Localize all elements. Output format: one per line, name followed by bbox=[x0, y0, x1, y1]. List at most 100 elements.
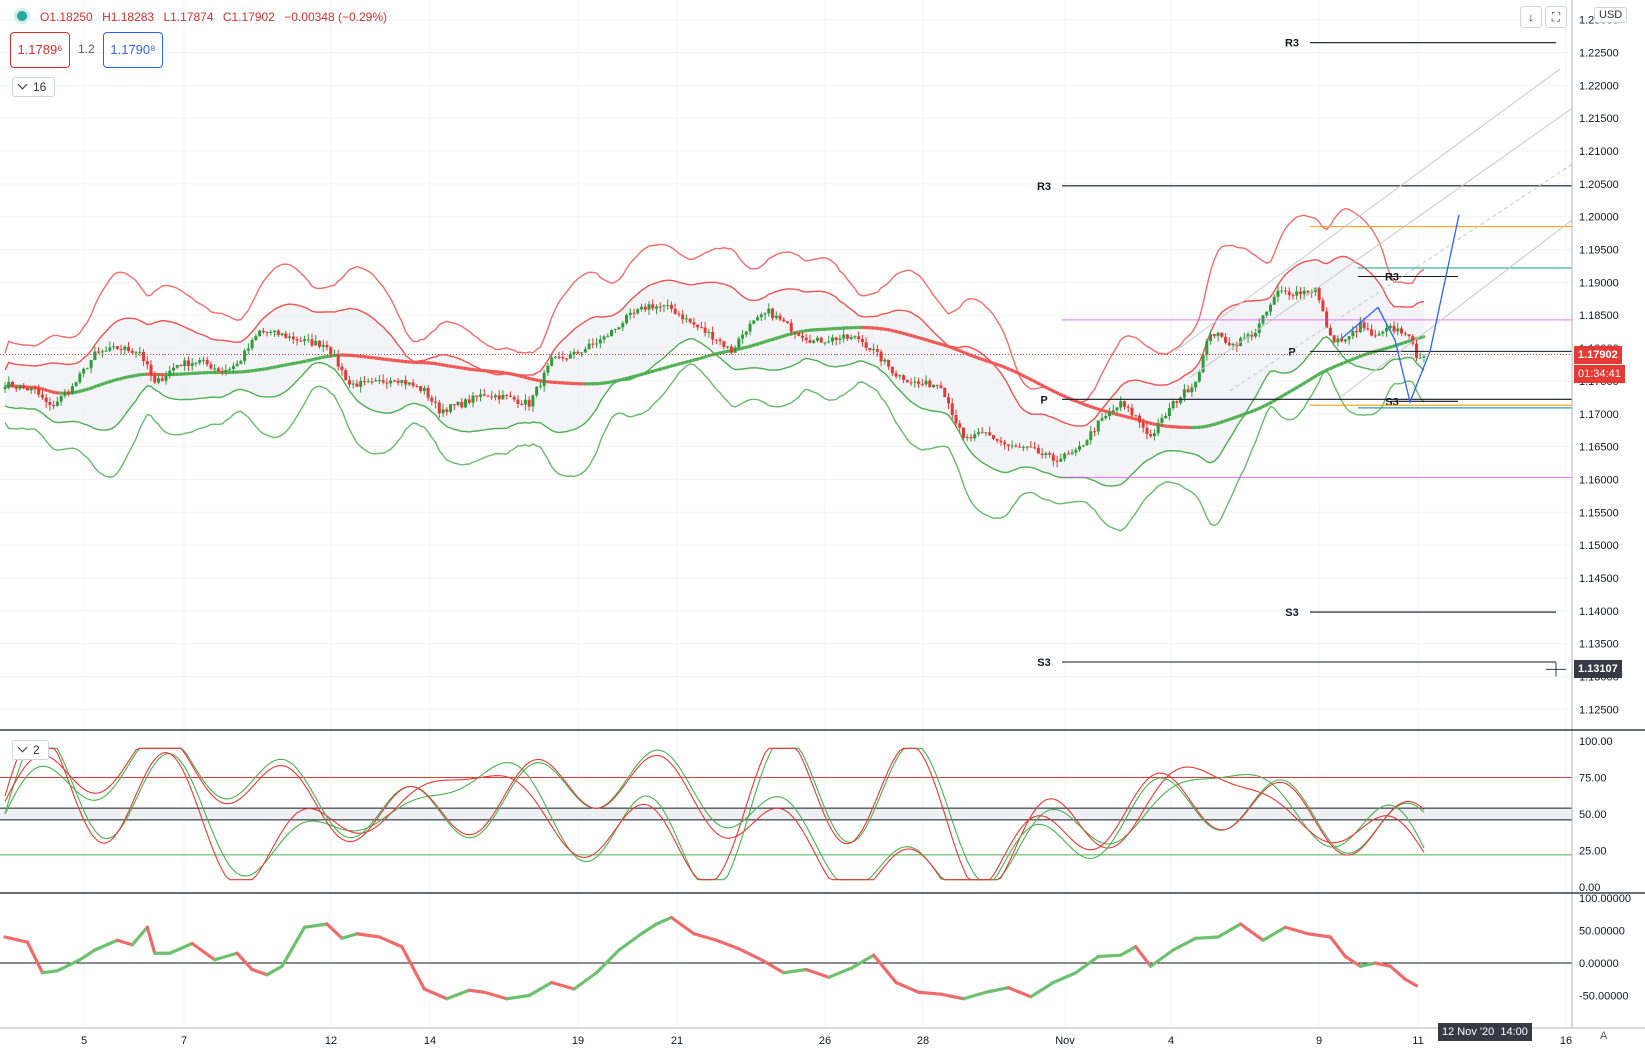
candle-body bbox=[546, 366, 549, 373]
candle-body bbox=[711, 332, 714, 339]
price-tick-label: 1.15000 bbox=[1579, 540, 1619, 552]
time-tick-label: 28 bbox=[917, 1035, 929, 1047]
candle-body bbox=[33, 388, 36, 389]
candle-body bbox=[895, 373, 898, 376]
oscillator-segment bbox=[80, 950, 95, 960]
price-pane: R3R3R3PP S3S3S3 bbox=[0, 38, 1572, 669]
stoch-tick-label: 100.00 bbox=[1579, 736, 1613, 748]
candle-body bbox=[183, 360, 186, 366]
candle-body bbox=[374, 380, 377, 381]
oscillator-segment bbox=[1263, 927, 1285, 940]
candle-body bbox=[584, 349, 587, 352]
stoch-tick-label: 75.00 bbox=[1579, 773, 1607, 785]
price-tick-label: 1.13500 bbox=[1579, 639, 1619, 651]
candle-body bbox=[198, 360, 201, 363]
candle-body bbox=[846, 335, 849, 339]
maximize-button[interactable]: ⛶ bbox=[1545, 6, 1567, 28]
candle-body bbox=[823, 343, 826, 344]
candle-body bbox=[812, 341, 815, 343]
candle-body bbox=[18, 386, 21, 389]
candle-body bbox=[90, 360, 93, 368]
candle-body bbox=[37, 389, 40, 395]
buy-button[interactable]: 1.1790⁸ bbox=[103, 32, 163, 68]
candle-body bbox=[15, 387, 18, 388]
sell-button[interactable]: 1.1789⁶ bbox=[10, 32, 70, 68]
candle-body bbox=[1059, 459, 1062, 462]
candle-body bbox=[1033, 447, 1036, 448]
oscillator-segment bbox=[447, 990, 469, 998]
candle-body bbox=[221, 371, 224, 372]
time-tick-label: 14 bbox=[424, 1035, 436, 1047]
scroll-down-button[interactable]: ↓ bbox=[1520, 6, 1542, 28]
candle-body bbox=[1123, 401, 1126, 407]
time-tick-label: 9 bbox=[1316, 1035, 1322, 1047]
candle-body bbox=[1224, 337, 1227, 343]
candle-body bbox=[1288, 292, 1291, 296]
stoch-tick-label: 25.00 bbox=[1579, 846, 1607, 858]
candle-body bbox=[191, 363, 194, 366]
oscillator-segment bbox=[1196, 937, 1218, 938]
candle-body bbox=[790, 323, 793, 332]
candle-body bbox=[550, 358, 553, 366]
price-tick-label: 1.22500 bbox=[1579, 48, 1619, 60]
candle-body bbox=[1306, 291, 1309, 293]
candle-body bbox=[1160, 418, 1163, 423]
candle-body bbox=[509, 396, 512, 397]
candle-body bbox=[681, 315, 684, 320]
candle-body bbox=[1026, 447, 1029, 448]
candle-body bbox=[719, 340, 722, 342]
candle-body bbox=[936, 385, 939, 386]
candle-body bbox=[453, 404, 456, 405]
candle-body bbox=[1209, 334, 1212, 341]
candle-body bbox=[325, 345, 328, 347]
candle-body bbox=[427, 388, 430, 398]
pane2-collapse-button[interactable]: 2 bbox=[12, 740, 49, 760]
oscillator-segment bbox=[671, 918, 693, 934]
candle-body bbox=[438, 403, 441, 414]
market-status-icon bbox=[14, 8, 30, 24]
candle-body bbox=[707, 332, 710, 333]
candle-body bbox=[408, 382, 411, 384]
candle-body bbox=[1014, 446, 1017, 447]
candle-body bbox=[209, 364, 212, 368]
indicators-collapse-button[interactable]: 16 bbox=[12, 77, 55, 97]
candle-body bbox=[355, 384, 358, 387]
candle-body bbox=[857, 336, 860, 339]
oscillator-segment bbox=[761, 960, 783, 973]
candle-body bbox=[194, 363, 197, 364]
candle-body bbox=[370, 381, 373, 382]
candle-body bbox=[1078, 446, 1081, 450]
candle-body bbox=[232, 366, 235, 369]
candle-body bbox=[966, 437, 969, 438]
candle-body bbox=[75, 382, 78, 386]
candle-body bbox=[913, 382, 916, 383]
candle-body bbox=[958, 423, 961, 427]
oscillator-segment bbox=[117, 940, 132, 945]
close-value: C1.17902 bbox=[223, 10, 275, 24]
candle-body bbox=[1089, 431, 1092, 440]
oscillator-segment bbox=[252, 970, 267, 975]
candle-body bbox=[947, 397, 950, 403]
candle-body bbox=[940, 386, 943, 388]
currency-label[interactable]: USD bbox=[1594, 7, 1627, 23]
candle-body bbox=[1303, 291, 1306, 294]
candle-body bbox=[797, 333, 800, 336]
candle-body bbox=[928, 381, 931, 388]
candle-body bbox=[7, 382, 10, 388]
oscillator-segment bbox=[132, 927, 147, 945]
candle-body bbox=[1145, 428, 1148, 434]
candle-body bbox=[131, 351, 134, 353]
crosshair-time: 14:00 bbox=[1500, 1026, 1528, 1038]
candle-body bbox=[1400, 328, 1403, 333]
price-tick-label: 1.19000 bbox=[1579, 277, 1619, 289]
candle-body bbox=[63, 393, 66, 396]
oscillator-segment bbox=[1390, 966, 1405, 979]
candle-body bbox=[266, 332, 269, 333]
ohlc-legend: O1.18250 H1.18283 L1.17874 C1.17902 −0.0… bbox=[14, 8, 393, 24]
candle-body bbox=[603, 337, 606, 340]
oscillator-segment bbox=[305, 924, 327, 927]
auto-scale-button[interactable]: A bbox=[1600, 1030, 1607, 1042]
indicator-count: 16 bbox=[33, 80, 46, 94]
candle-body bbox=[531, 395, 534, 406]
